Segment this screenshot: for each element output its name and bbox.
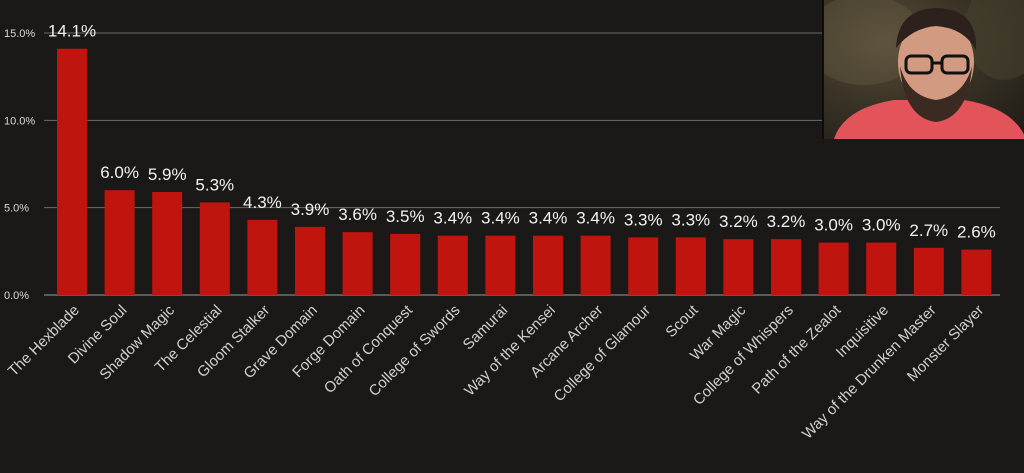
data-label: 5.3%	[195, 175, 234, 194]
category-label: Scout	[662, 301, 702, 341]
data-label: 2.7%	[909, 221, 948, 240]
y-tick-label: 5.0%	[4, 203, 29, 215]
data-label: 3.4%	[529, 209, 568, 228]
y-axis-ticks: 0.0% 5.0% 10.0% 15.0%	[4, 28, 35, 302]
webcam-presenter-icon	[824, 0, 1024, 139]
data-label: 4.3%	[243, 193, 282, 212]
data-label: 6.0%	[100, 163, 139, 182]
bar	[295, 226, 325, 295]
y-tick-label: 0.0%	[4, 290, 29, 302]
bar	[866, 242, 897, 295]
bar	[961, 249, 992, 295]
data-label: 3.2%	[767, 212, 806, 231]
data-label: 5.9%	[148, 165, 187, 184]
bar	[771, 239, 801, 295]
category-label: The Hexblade	[5, 302, 83, 380]
bar	[390, 233, 421, 295]
data-label: 3.3%	[624, 210, 663, 229]
bar	[485, 235, 516, 295]
bar	[247, 219, 278, 295]
data-label: 3.4%	[433, 209, 472, 228]
bars	[57, 48, 992, 295]
bar	[723, 239, 754, 295]
category-label: Oath of Conquest	[321, 301, 417, 397]
bar	[342, 232, 373, 295]
data-label: 3.0%	[814, 216, 853, 235]
y-tick-label: 15.0%	[4, 28, 35, 40]
bar	[437, 235, 468, 295]
data-label: 3.4%	[576, 209, 615, 228]
bar	[913, 247, 944, 295]
data-label: 3.2%	[719, 212, 758, 231]
bar	[199, 202, 230, 295]
data-label: 3.6%	[338, 205, 377, 224]
data-label: 3.3%	[671, 210, 710, 229]
data-label: 2.6%	[957, 223, 996, 242]
data-label: 3.9%	[291, 200, 330, 219]
bar	[57, 48, 87, 295]
y-tick-label: 10.0%	[4, 115, 35, 127]
category-label: Path of the Zealot	[749, 301, 845, 397]
bar	[104, 190, 135, 295]
category-label: College of Swords	[366, 302, 464, 400]
webcam-overlay	[822, 0, 1024, 139]
bar	[533, 235, 563, 295]
bar	[818, 242, 849, 295]
bar	[580, 235, 611, 295]
data-label: 14.1%	[48, 22, 96, 41]
bar	[628, 237, 659, 295]
bar	[152, 191, 183, 295]
data-label: 3.0%	[862, 216, 901, 235]
data-label: 3.5%	[386, 207, 425, 226]
bar	[675, 237, 706, 295]
data-labels: 14.1% 6.0% 5.9% 5.3% 4.3% 3.9% 3.6% 3.5% 3.4% 3.4…	[48, 22, 996, 242]
data-label: 3.4%	[481, 209, 520, 228]
